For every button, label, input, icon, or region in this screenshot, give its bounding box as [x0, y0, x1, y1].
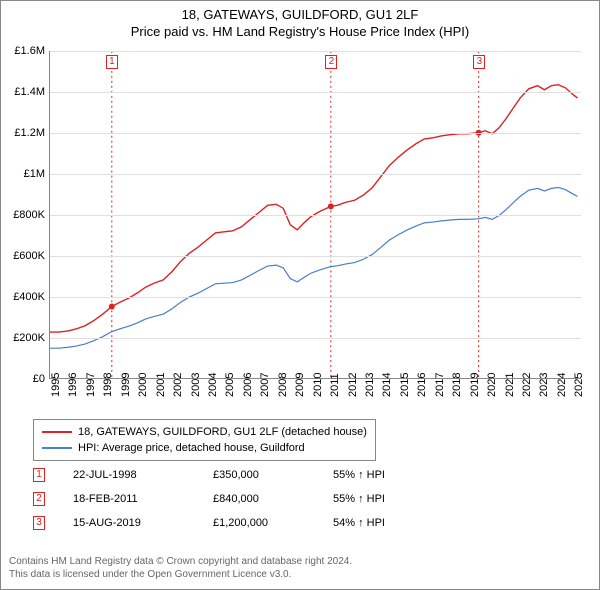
- series-hpi-line: [50, 187, 578, 348]
- sale-marker-box: 2: [325, 55, 337, 69]
- y-gridline: [50, 174, 581, 175]
- sale-index-box: 1: [33, 468, 45, 482]
- y-gridline: [50, 133, 581, 134]
- sale-marker-box: 1: [106, 55, 118, 69]
- footer-attribution: Contains HM Land Registry data © Crown c…: [9, 555, 352, 581]
- x-axis-label: 2011: [329, 373, 341, 397]
- x-axis-label: 2002: [172, 373, 184, 397]
- x-axis-label: 2006: [242, 373, 254, 397]
- x-axis-label: 1995: [50, 373, 62, 397]
- sale-price: £840,000: [213, 493, 333, 505]
- chart-area: £0£200K£400K£600K£800K£1M£1.2M£1.4M£1.6M…: [49, 51, 581, 379]
- series-property-line: [50, 85, 578, 332]
- x-axis-label: 2013: [364, 373, 376, 397]
- x-axis-label: 2008: [277, 373, 289, 397]
- y-axis-label: £0: [33, 373, 45, 385]
- x-axis-label: 2009: [294, 373, 306, 397]
- x-axis-label: 2010: [312, 373, 324, 397]
- x-axis-label: 2007: [259, 373, 271, 397]
- legend-label: 18, GATEWAYS, GUILDFORD, GU1 2LF (detach…: [78, 426, 367, 438]
- x-axis-label: 2005: [224, 373, 236, 397]
- sale-hpi-delta: 55% ↑ HPI: [333, 493, 453, 505]
- legend-row: 18, GATEWAYS, GUILDFORD, GU1 2LF (detach…: [42, 424, 367, 440]
- sale-date: 15-AUG-2019: [73, 517, 213, 529]
- x-axis-label: 2024: [556, 373, 568, 397]
- y-axis-label: £1.2M: [14, 127, 45, 139]
- sales-table-row: 2 18-FEB-2011£840,00055% ↑ HPI: [33, 487, 453, 511]
- x-axis-label: 2016: [416, 373, 428, 397]
- sale-hpi-delta: 54% ↑ HPI: [333, 517, 453, 529]
- sale-hpi-delta: 55% ↑ HPI: [333, 469, 453, 481]
- y-gridline: [50, 256, 581, 257]
- x-axis-label: 2017: [434, 373, 446, 397]
- legend-row: HPI: Average price, detached house, Guil…: [42, 440, 367, 456]
- x-axis-label: 2025: [573, 373, 585, 397]
- footer-line2: This data is licensed under the Open Gov…: [9, 568, 352, 581]
- y-gridline: [50, 297, 581, 298]
- sales-table: 1 22-JUL-1998£350,00055% ↑ HPI 2 18-FEB-201…: [33, 463, 453, 535]
- sale-index-box: 3: [33, 516, 45, 530]
- x-axis-label: 1998: [102, 373, 114, 397]
- sale-date: 18-FEB-2011: [73, 493, 213, 505]
- y-gridline: [50, 215, 581, 216]
- y-axis-label: £1.4M: [14, 86, 45, 98]
- sales-table-row: 3 15-AUG-2019£1,200,00054% ↑ HPI: [33, 511, 453, 535]
- x-axis-label: 2023: [538, 373, 550, 397]
- legend: 18, GATEWAYS, GUILDFORD, GU1 2LF (detach…: [33, 419, 376, 461]
- x-axis-label: 2018: [451, 373, 463, 397]
- x-axis-label: 2019: [469, 373, 481, 397]
- y-axis-label: £200K: [13, 332, 45, 344]
- x-axis-label: 2001: [155, 373, 167, 397]
- x-axis-label: 1997: [85, 373, 97, 397]
- x-axis-label: 2022: [521, 373, 533, 397]
- x-axis-label: 1996: [67, 373, 79, 397]
- x-axis-label: 2000: [137, 373, 149, 397]
- y-axis-label: £800K: [13, 209, 45, 221]
- x-axis-label: 2003: [190, 373, 202, 397]
- x-axis-label: 2015: [399, 373, 411, 397]
- x-axis-label: 2004: [207, 373, 219, 397]
- x-axis-label: 2014: [381, 373, 393, 397]
- y-gridline: [50, 92, 581, 93]
- x-axis-label: 2012: [347, 373, 359, 397]
- x-axis-label: 2020: [486, 373, 498, 397]
- y-gridline: [50, 51, 581, 52]
- y-gridline: [50, 338, 581, 339]
- title-block: 18, GATEWAYS, GUILDFORD, GU1 2LF Price p…: [1, 1, 599, 39]
- title-address: 18, GATEWAYS, GUILDFORD, GU1 2LF: [1, 7, 599, 22]
- chart-container: 18, GATEWAYS, GUILDFORD, GU1 2LF Price p…: [0, 0, 600, 590]
- footer-line1: Contains HM Land Registry data © Crown c…: [9, 555, 352, 568]
- sale-price: £1,200,000: [213, 517, 333, 529]
- y-axis-label: £400K: [13, 291, 45, 303]
- y-axis-label: £1M: [24, 168, 45, 180]
- sale-price: £350,000: [213, 469, 333, 481]
- y-axis-label: £600K: [13, 250, 45, 262]
- sale-index-box: 2: [33, 492, 45, 506]
- x-axis-label: 1999: [120, 373, 132, 397]
- sales-table-row: 1 22-JUL-1998£350,00055% ↑ HPI: [33, 463, 453, 487]
- x-axis-label: 2021: [504, 373, 516, 397]
- sale-date: 22-JUL-1998: [73, 469, 213, 481]
- y-axis-label: £1.6M: [14, 45, 45, 57]
- sale-marker-box: 3: [473, 55, 485, 69]
- legend-label: HPI: Average price, detached house, Guil…: [78, 442, 305, 454]
- legend-swatch: [42, 447, 72, 449]
- title-subtitle: Price paid vs. HM Land Registry's House …: [1, 24, 599, 39]
- legend-swatch: [42, 431, 72, 433]
